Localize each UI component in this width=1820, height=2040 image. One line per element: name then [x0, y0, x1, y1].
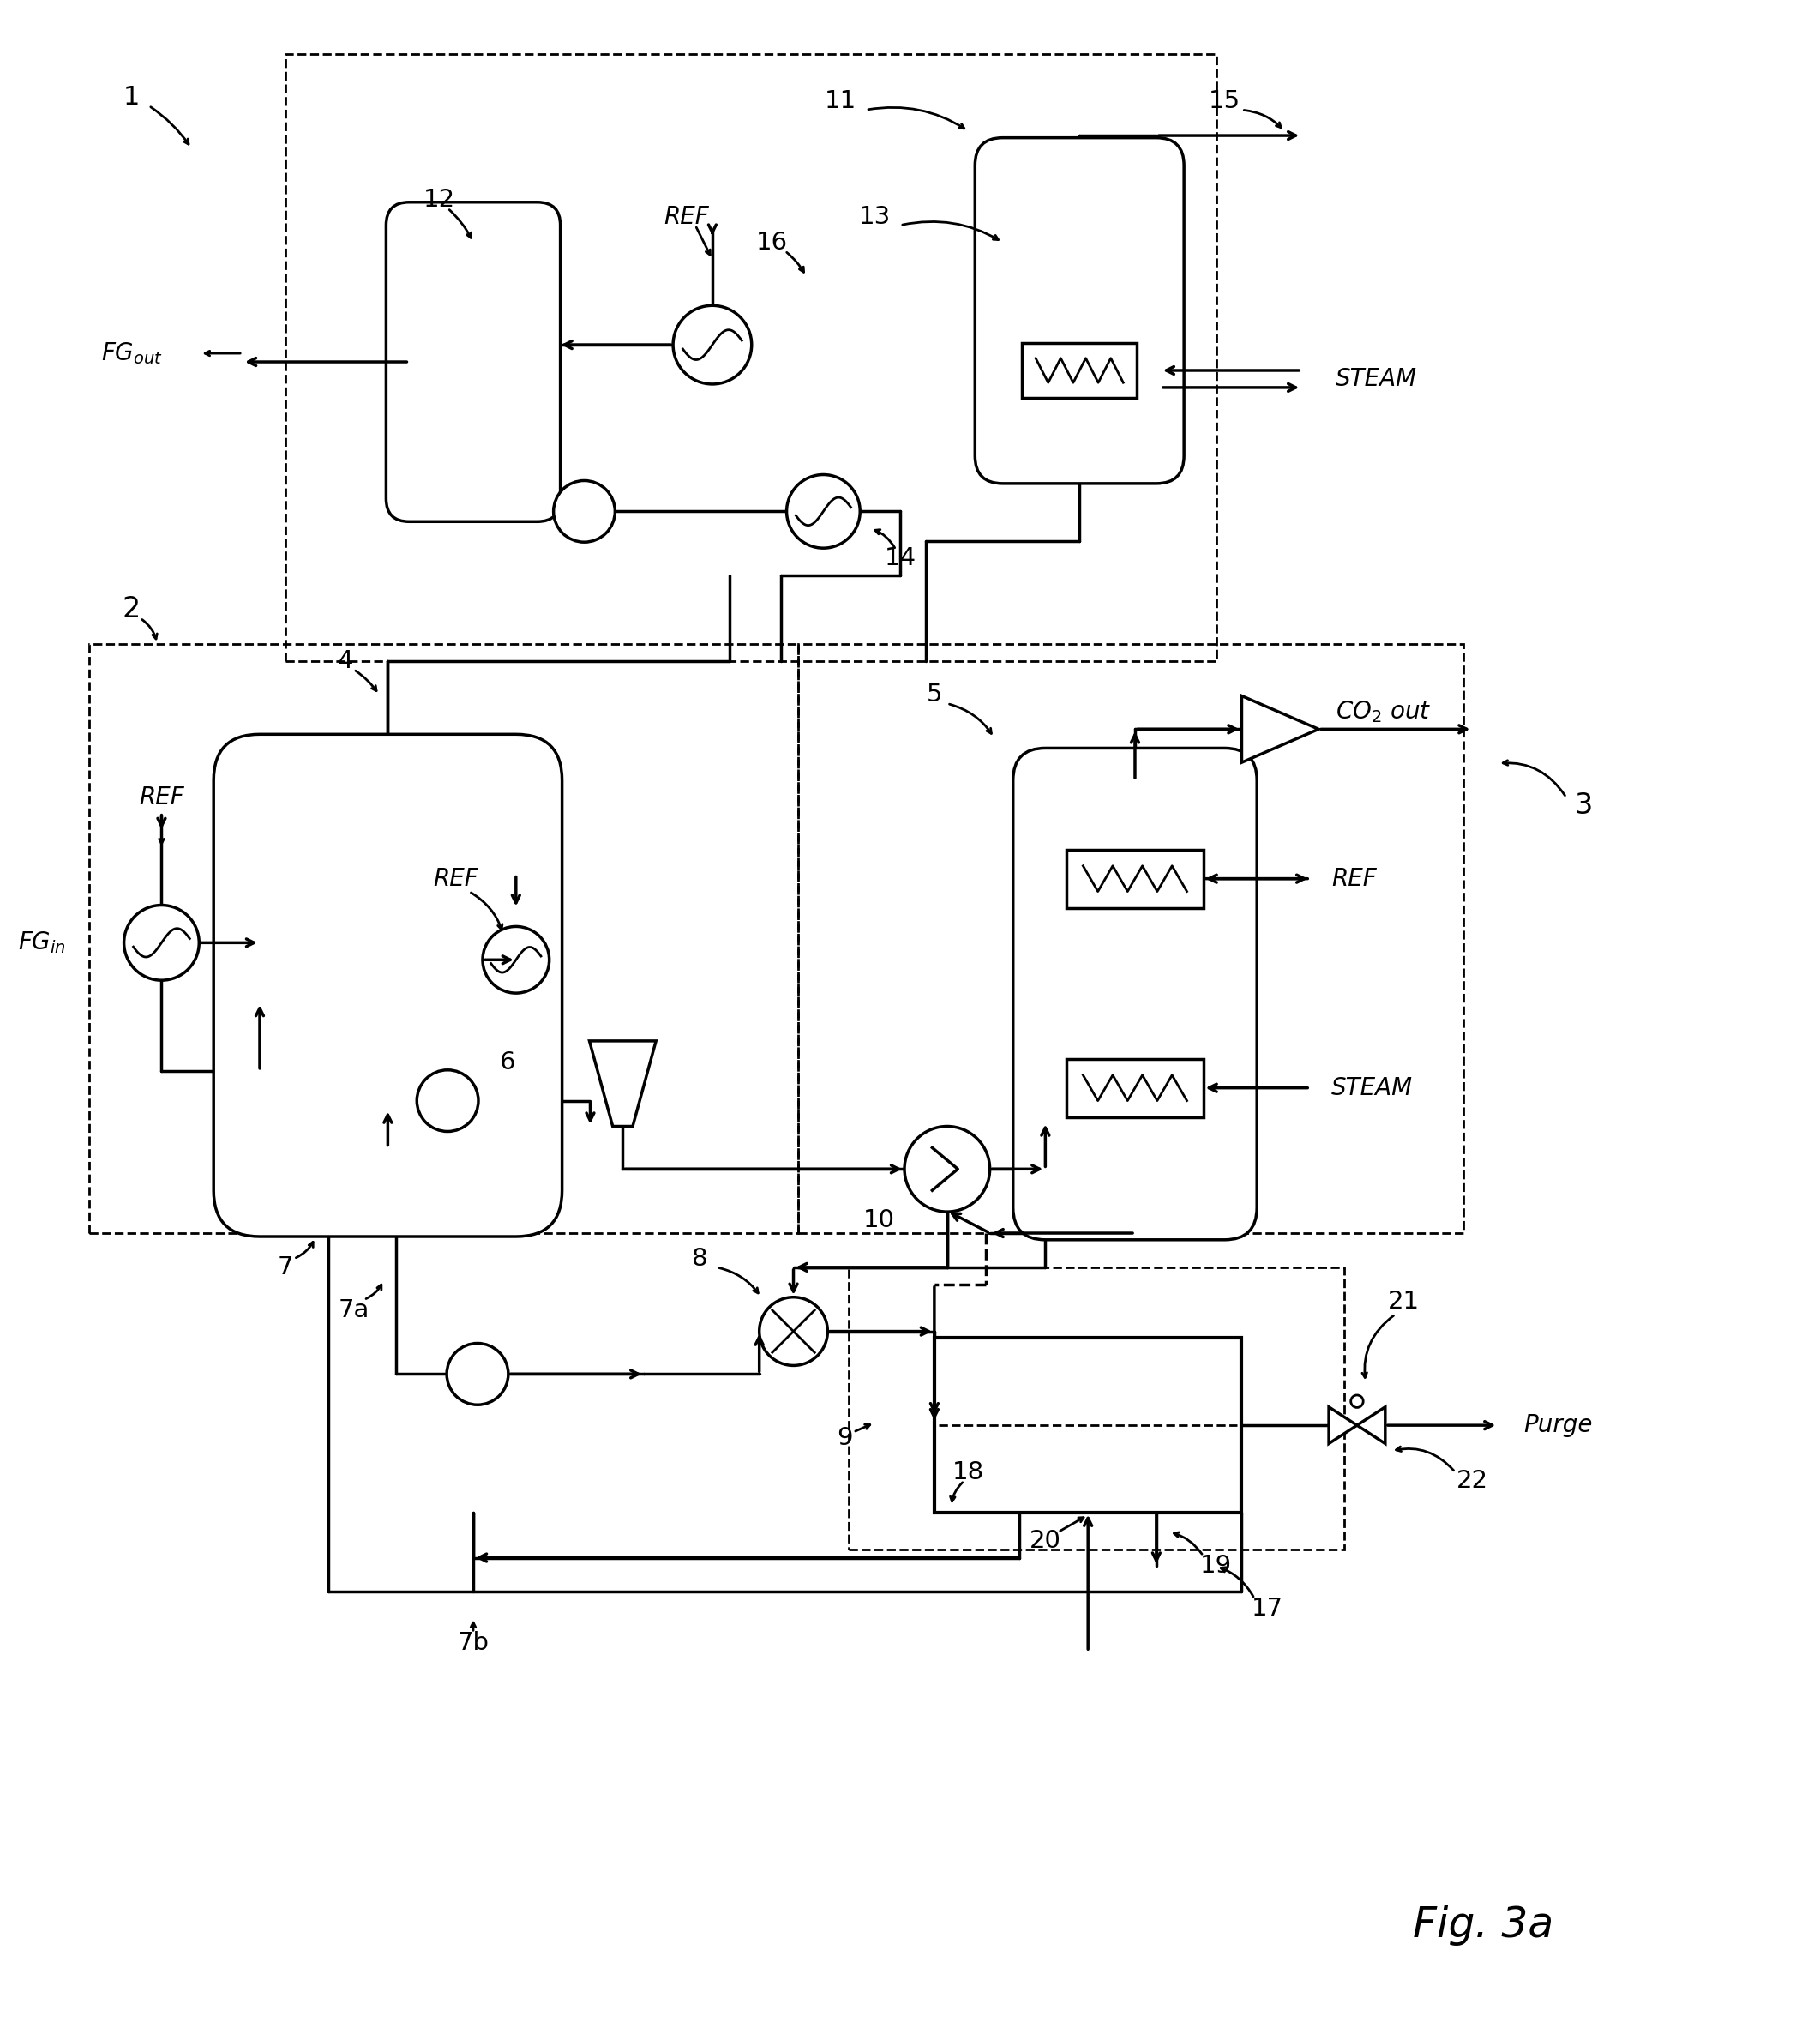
FancyBboxPatch shape — [976, 139, 1185, 483]
Circle shape — [786, 475, 861, 549]
Bar — [1067, 1059, 1203, 1118]
Text: 17: 17 — [1252, 1597, 1283, 1622]
Text: 9: 9 — [837, 1426, 852, 1450]
Bar — [934, 1338, 1241, 1514]
Text: 10: 10 — [863, 1208, 895, 1232]
Text: Purge: Purge — [1523, 1414, 1592, 1438]
Bar — [797, 645, 1463, 1232]
Bar — [286, 55, 1216, 661]
Circle shape — [553, 481, 615, 543]
Text: 22: 22 — [1456, 1469, 1489, 1493]
Text: 14: 14 — [885, 547, 915, 571]
FancyBboxPatch shape — [386, 202, 561, 522]
Text: 2: 2 — [122, 596, 140, 624]
Text: STEAM: STEAM — [1332, 1075, 1412, 1100]
Text: 1: 1 — [124, 86, 140, 110]
Text: 4: 4 — [337, 649, 353, 673]
Bar — [848, 1267, 1345, 1548]
Bar — [1021, 343, 1138, 398]
Text: REF: REF — [138, 785, 184, 810]
Text: $FG_{in}$: $FG_{in}$ — [18, 930, 66, 955]
Text: 15: 15 — [1208, 90, 1241, 114]
Circle shape — [482, 926, 550, 993]
Text: 7a: 7a — [339, 1297, 369, 1322]
Text: 21: 21 — [1389, 1289, 1420, 1314]
Bar — [89, 645, 797, 1232]
Circle shape — [905, 1126, 990, 1212]
Text: 3: 3 — [1574, 792, 1592, 820]
Text: 18: 18 — [952, 1461, 985, 1485]
Text: REF: REF — [1332, 867, 1376, 891]
Text: 16: 16 — [755, 231, 788, 255]
Text: 13: 13 — [859, 204, 890, 228]
Circle shape — [446, 1342, 508, 1406]
Polygon shape — [1358, 1408, 1385, 1444]
Text: $FG_{out}$: $FG_{out}$ — [100, 341, 162, 365]
FancyBboxPatch shape — [1014, 749, 1258, 1240]
Text: 5: 5 — [926, 683, 943, 708]
Text: 12: 12 — [424, 188, 455, 212]
Circle shape — [673, 306, 752, 384]
Polygon shape — [1329, 1408, 1358, 1444]
Bar — [1067, 849, 1203, 908]
Text: REF: REF — [433, 867, 479, 891]
Circle shape — [759, 1297, 828, 1365]
FancyBboxPatch shape — [213, 734, 562, 1236]
Text: Fig. 3a: Fig. 3a — [1412, 1905, 1552, 1946]
Circle shape — [1350, 1395, 1363, 1408]
Text: STEAM: STEAM — [1336, 367, 1418, 392]
Polygon shape — [1241, 696, 1320, 763]
Text: 8: 8 — [692, 1246, 708, 1271]
Circle shape — [124, 906, 198, 981]
Polygon shape — [590, 1040, 655, 1126]
Text: $CO_2$ out: $CO_2$ out — [1336, 700, 1431, 724]
Text: 6: 6 — [499, 1051, 515, 1075]
Text: 19: 19 — [1199, 1554, 1232, 1579]
Text: REF: REF — [664, 204, 710, 228]
Text: 7b: 7b — [457, 1632, 490, 1654]
Text: 7: 7 — [277, 1255, 293, 1279]
Circle shape — [417, 1069, 479, 1132]
Text: 20: 20 — [1030, 1528, 1061, 1552]
Text: 11: 11 — [824, 90, 857, 114]
